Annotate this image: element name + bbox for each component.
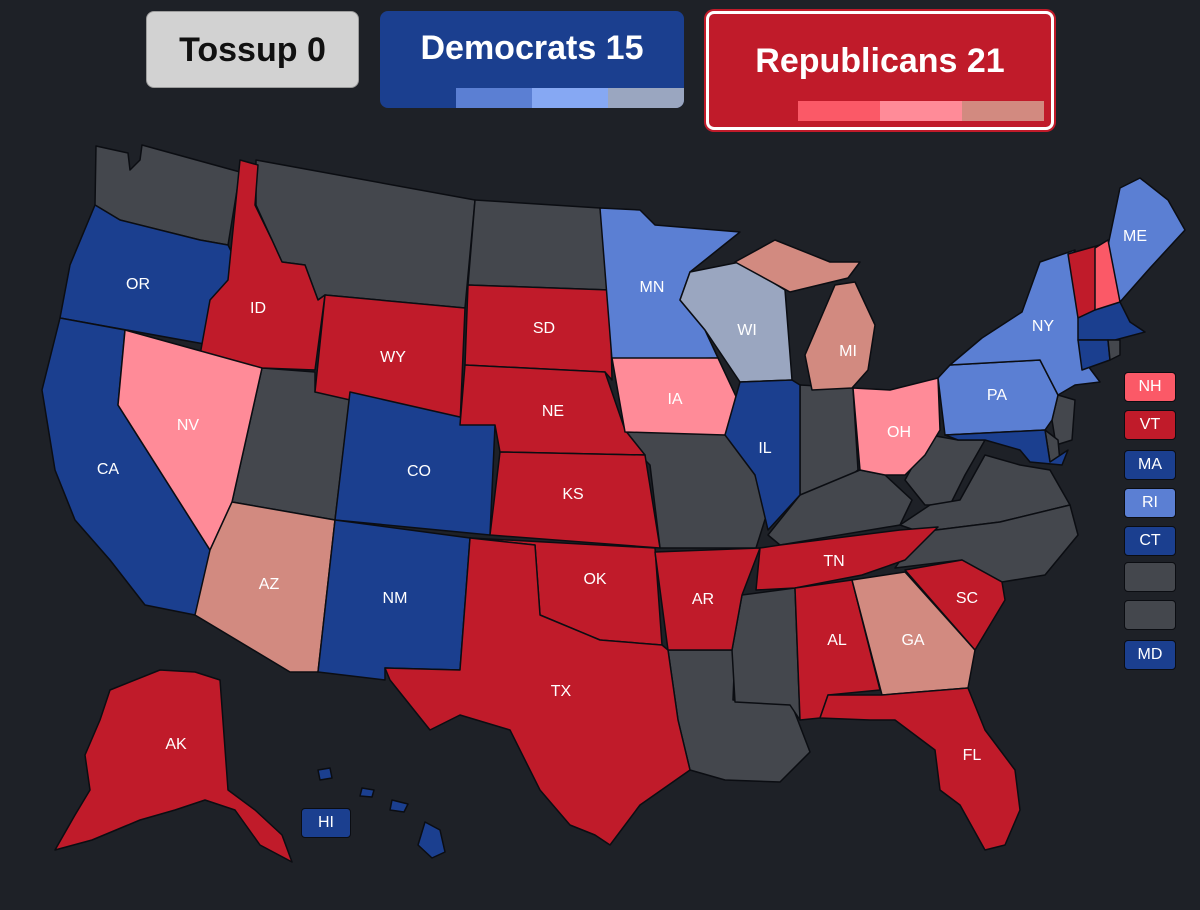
hi-label: HI	[318, 814, 334, 831]
state-tx[interactable]	[384, 537, 691, 846]
state-tn[interactable]	[755, 526, 939, 591]
democrats-tally-button[interactable]: Democrats 15	[380, 11, 684, 108]
state-id[interactable]	[199, 159, 326, 371]
state-pa[interactable]	[937, 359, 1059, 436]
state-mi[interactable]	[734, 239, 876, 391]
state-oh[interactable]	[852, 377, 941, 476]
rep-lean-shade	[880, 101, 962, 121]
tossup-tally-button[interactable]: Tossup 0	[146, 11, 359, 88]
box-de[interactable]	[1124, 600, 1176, 630]
state-hi[interactable]	[317, 767, 446, 859]
state-md[interactable]	[944, 429, 1069, 466]
dem-lean-shade	[532, 88, 608, 108]
no-race-states	[94, 144, 1079, 783]
tossup-tally-label: Tossup 0	[179, 31, 326, 69]
state-ga[interactable]	[851, 571, 976, 696]
race-states	[41, 159, 1186, 863]
state-me[interactable]	[1104, 177, 1186, 303]
state-ms[interactable]	[731, 587, 801, 721]
state-ar[interactable]	[654, 547, 761, 651]
box-ri[interactable]: RI	[1124, 488, 1176, 518]
state-ia[interactable]	[611, 357, 741, 436]
state-ri[interactable]	[1107, 339, 1121, 361]
box-vt[interactable]: VT	[1124, 410, 1176, 440]
box-md[interactable]: MD	[1124, 640, 1176, 670]
republicans-tally-button[interactable]: Republicans 21	[706, 11, 1054, 130]
state-il[interactable]	[724, 379, 801, 531]
state-nc[interactable]	[894, 504, 1079, 583]
box-nh[interactable]: NH	[1124, 372, 1176, 402]
box-ma[interactable]: MA	[1124, 450, 1176, 480]
box-ct[interactable]: CT	[1124, 526, 1176, 556]
state-ks[interactable]	[489, 451, 661, 549]
dem-likely-shade	[456, 88, 532, 108]
state-sc[interactable]	[904, 559, 1006, 651]
rep-likely-shade	[798, 101, 880, 121]
state-ct[interactable]	[1077, 339, 1111, 371]
rep-tilt-shade	[962, 101, 1044, 121]
democrats-tally-label: Democrats 15	[420, 29, 644, 67]
republicans-tally-label: Republicans 21	[755, 42, 1005, 80]
state-nm[interactable]	[317, 519, 471, 681]
state-ak[interactable]	[54, 669, 293, 863]
state-ky[interactable]	[767, 469, 913, 546]
state-sd[interactable]	[464, 284, 613, 381]
dem-tilt-shade	[608, 88, 684, 108]
state-nd[interactable]	[467, 199, 611, 291]
state-fl[interactable]	[819, 687, 1021, 851]
hi-label-box[interactable]: HI	[301, 808, 351, 838]
box-nj[interactable]	[1124, 562, 1176, 592]
